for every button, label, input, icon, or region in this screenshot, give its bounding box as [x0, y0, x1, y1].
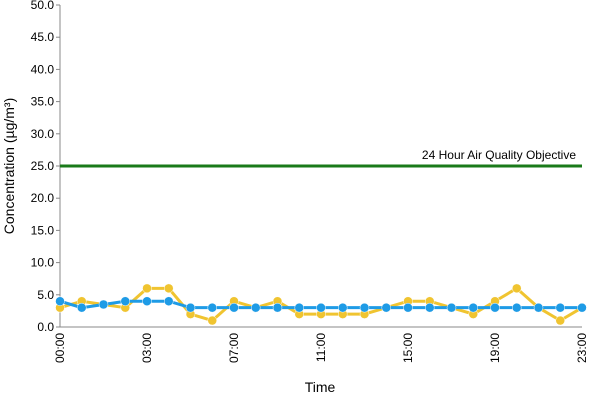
point [555, 315, 565, 326]
point [512, 283, 522, 294]
point [294, 302, 304, 313]
y-tick-label: 30.0 [31, 127, 55, 141]
y-tick-label: 40.0 [31, 62, 55, 76]
point [272, 302, 283, 313]
point [207, 302, 217, 313]
y-tick-label: 5.0 [37, 288, 54, 302]
point [490, 302, 500, 313]
y-tick-label: 35.0 [31, 95, 55, 109]
point [468, 302, 478, 313]
y-tick-label: 50.0 [31, 0, 55, 12]
point [98, 299, 109, 310]
point [338, 302, 348, 313]
point [55, 296, 65, 306]
point [403, 302, 413, 313]
point [185, 302, 196, 313]
point [251, 302, 261, 313]
x-tick-label: 03:00 [140, 333, 154, 363]
y-axis-title: Concentration (µg/m³) [1, 98, 17, 234]
point [359, 302, 370, 313]
point [425, 302, 435, 313]
x-tick-label: 19:00 [488, 333, 502, 363]
point [207, 315, 217, 326]
y-tick-label: 0.0 [37, 320, 54, 334]
x-tick-label: 23:00 [575, 333, 589, 363]
point [512, 302, 522, 313]
y-tick-label: 10.0 [31, 256, 55, 270]
x-tick-label: 15:00 [401, 333, 415, 363]
y-tick-label: 25.0 [31, 159, 55, 173]
reference-label: 24 Hour Air Quality Objective [422, 148, 576, 162]
x-tick-label: 07:00 [227, 333, 241, 363]
point [446, 302, 457, 313]
x-axis-title: Time [305, 379, 336, 395]
point [77, 302, 87, 313]
y-tick-label: 15.0 [31, 223, 55, 237]
point [164, 296, 174, 306]
point [229, 302, 239, 313]
x-tick-label: 11:00 [314, 333, 328, 362]
point [555, 302, 565, 313]
y-tick-label: 45.0 [31, 30, 55, 44]
point [164, 283, 174, 294]
x-tick-label: 00:00 [53, 333, 67, 363]
y-tick-label: 20.0 [31, 191, 55, 205]
point [120, 296, 130, 306]
point [142, 296, 152, 306]
point [316, 302, 326, 313]
point [142, 283, 152, 294]
point [577, 302, 587, 313]
point [381, 302, 391, 313]
point [533, 302, 544, 313]
